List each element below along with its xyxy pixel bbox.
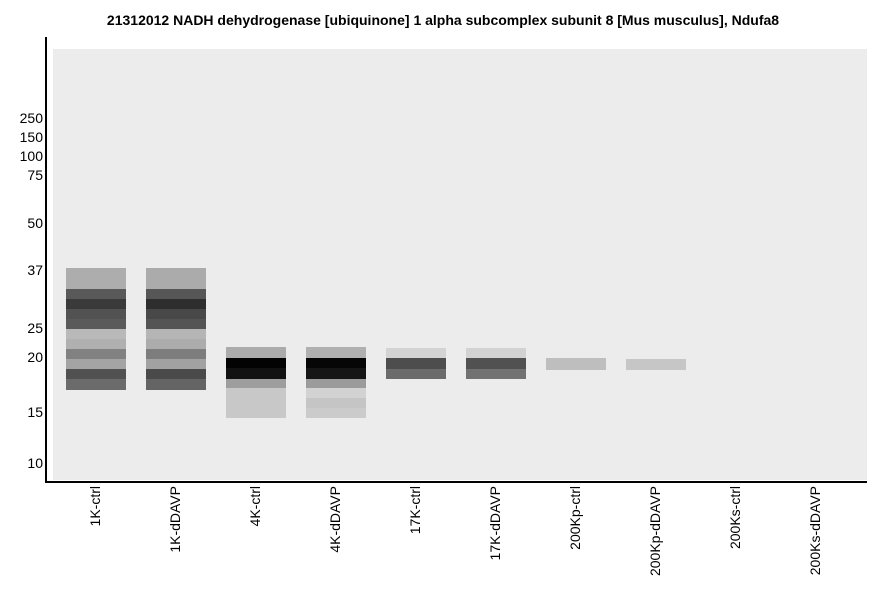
y-tick-label: 250 [19,110,43,126]
gel-band [66,289,126,299]
gel-band [66,319,126,329]
gel-band [226,347,286,358]
lane-label: 4K-ctrl [247,486,263,527]
y-tick-label: 37 [27,262,43,278]
gel-band [146,359,206,369]
gel-band [226,368,286,379]
lane-4K-ctrl [226,0,286,595]
x-axis-line [45,481,867,483]
lane-label: 17K-ctrl [407,486,423,535]
lane-label: 200Ks-ctrl [727,486,743,550]
y-tick-label: 50 [27,215,43,231]
gel-band [146,309,206,319]
gel-band [466,358,526,369]
gel-band [306,368,366,379]
y-tick-label: 15 [27,404,43,420]
lane-17K-ctrl [386,0,446,595]
y-tick-label: 25 [27,320,43,336]
gel-band [66,299,126,309]
gel-band [146,369,206,379]
lane-label: 1K-ctrl [87,486,103,527]
gel-band [66,329,126,339]
gel-band [306,358,366,368]
gel-band [146,329,206,339]
y-tick-label: 150 [19,129,43,145]
gel-band [146,319,206,329]
gel-band [546,358,606,370]
gel-band [306,379,366,388]
figure-title: 21312012 NADH dehydrogenase [ubiquinone]… [106,12,780,28]
gel-band [66,339,126,349]
gel-band [466,348,526,358]
gel-band [66,369,126,379]
y-tick-label: 20 [27,349,43,365]
y-axis-line [45,37,47,483]
gel-band [386,348,446,358]
lane-label: 200Ks-dDAVP [807,486,823,576]
gel-band [386,358,446,369]
lane-label: 1K-dDAVP [167,486,183,553]
gel-band [386,369,446,379]
gel-band [226,358,286,368]
gel-band [146,299,206,309]
y-tick-label: 100 [19,148,43,164]
gel-band [66,268,126,289]
plot-area [53,49,867,480]
gel-band [306,398,366,408]
gel-band [66,349,126,359]
gel-band [226,388,286,418]
gel-band [146,339,206,349]
gel-band [146,379,206,390]
gel-band [146,268,206,289]
gel-band [146,289,206,299]
lane-label: 200Kp-ctrl [567,486,583,550]
lane-200Kp-ctrl [546,0,606,595]
lane-17K-dDAVP [466,0,526,595]
gel-band [146,349,206,359]
y-tick-label: 10 [27,455,43,471]
gel-band [306,347,366,358]
lane-1K-ctrl [66,0,126,595]
gel-band [226,379,286,388]
y-tick-label: 75 [27,167,43,183]
lane-label: 17K-dDAVP [487,486,503,561]
lane-200Kp-dDAVP [626,0,686,595]
gel-band [306,388,366,398]
gel-band [66,359,126,369]
gel-band [626,359,686,370]
lane-4K-dDAVP [306,0,366,595]
gel-band [306,408,366,418]
gel-band [466,369,526,379]
lane-label: 4K-dDAVP [327,486,343,553]
gel-band [66,309,126,319]
lane-1K-dDAVP [146,0,206,595]
lane-label: 200Kp-dDAVP [647,486,663,577]
gel-band [66,379,126,390]
